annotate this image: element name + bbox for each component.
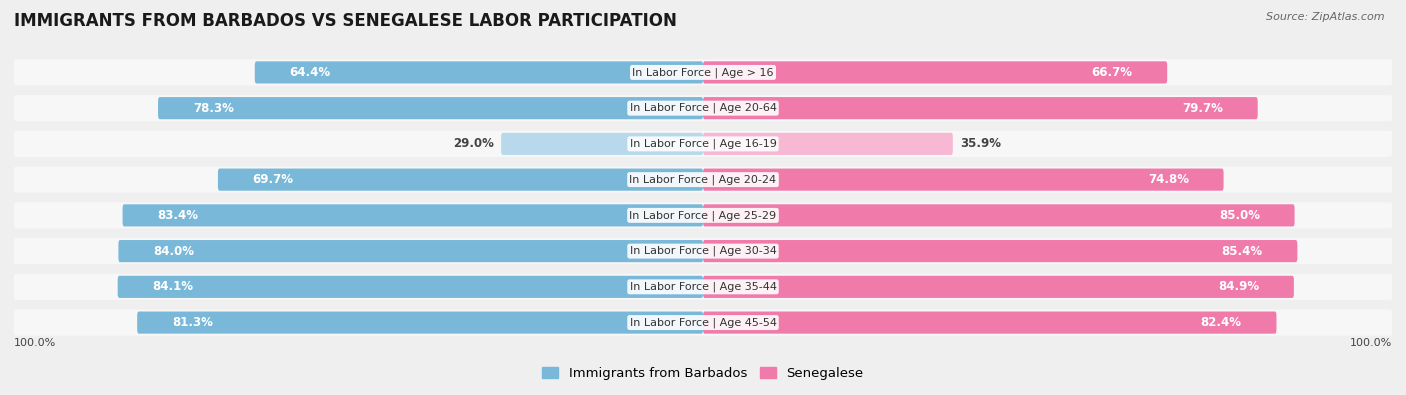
Text: In Labor Force | Age 35-44: In Labor Force | Age 35-44 bbox=[630, 282, 776, 292]
FancyBboxPatch shape bbox=[254, 61, 703, 83]
Text: 84.1%: 84.1% bbox=[152, 280, 194, 293]
Legend: Immigrants from Barbados, Senegalese: Immigrants from Barbados, Senegalese bbox=[543, 367, 863, 380]
Text: In Labor Force | Age 30-34: In Labor Force | Age 30-34 bbox=[630, 246, 776, 256]
FancyBboxPatch shape bbox=[14, 167, 1392, 193]
FancyBboxPatch shape bbox=[703, 169, 1223, 191]
Text: In Labor Force | Age 20-64: In Labor Force | Age 20-64 bbox=[630, 103, 776, 113]
Text: 79.7%: 79.7% bbox=[1182, 102, 1223, 115]
FancyBboxPatch shape bbox=[118, 240, 703, 262]
Text: In Labor Force | Age 45-54: In Labor Force | Age 45-54 bbox=[630, 317, 776, 328]
Text: 85.4%: 85.4% bbox=[1222, 245, 1263, 258]
Text: In Labor Force | Age 20-24: In Labor Force | Age 20-24 bbox=[630, 174, 776, 185]
FancyBboxPatch shape bbox=[703, 97, 1258, 119]
Text: In Labor Force | Age 16-19: In Labor Force | Age 16-19 bbox=[630, 139, 776, 149]
Text: In Labor Force | Age > 16: In Labor Force | Age > 16 bbox=[633, 67, 773, 78]
FancyBboxPatch shape bbox=[14, 310, 1392, 336]
FancyBboxPatch shape bbox=[703, 61, 1167, 83]
Text: 84.9%: 84.9% bbox=[1218, 280, 1260, 293]
FancyBboxPatch shape bbox=[14, 238, 1392, 264]
FancyBboxPatch shape bbox=[14, 274, 1392, 300]
Text: 69.7%: 69.7% bbox=[253, 173, 294, 186]
FancyBboxPatch shape bbox=[218, 169, 703, 191]
FancyBboxPatch shape bbox=[14, 131, 1392, 157]
FancyBboxPatch shape bbox=[138, 312, 703, 334]
Text: 35.9%: 35.9% bbox=[960, 137, 1001, 150]
Text: 85.0%: 85.0% bbox=[1219, 209, 1260, 222]
FancyBboxPatch shape bbox=[157, 97, 703, 119]
FancyBboxPatch shape bbox=[14, 59, 1392, 85]
Text: Source: ZipAtlas.com: Source: ZipAtlas.com bbox=[1267, 12, 1385, 22]
FancyBboxPatch shape bbox=[122, 204, 703, 226]
Text: 66.7%: 66.7% bbox=[1091, 66, 1132, 79]
Text: 84.0%: 84.0% bbox=[153, 245, 194, 258]
Text: In Labor Force | Age 25-29: In Labor Force | Age 25-29 bbox=[630, 210, 776, 221]
FancyBboxPatch shape bbox=[501, 133, 703, 155]
Text: IMMIGRANTS FROM BARBADOS VS SENEGALESE LABOR PARTICIPATION: IMMIGRANTS FROM BARBADOS VS SENEGALESE L… bbox=[14, 12, 676, 30]
FancyBboxPatch shape bbox=[703, 204, 1295, 226]
Text: 82.4%: 82.4% bbox=[1201, 316, 1241, 329]
FancyBboxPatch shape bbox=[703, 312, 1277, 334]
Text: 100.0%: 100.0% bbox=[14, 338, 56, 348]
FancyBboxPatch shape bbox=[703, 276, 1294, 298]
Text: 64.4%: 64.4% bbox=[290, 66, 330, 79]
Text: 100.0%: 100.0% bbox=[1350, 338, 1392, 348]
Text: 29.0%: 29.0% bbox=[453, 137, 495, 150]
Text: 74.8%: 74.8% bbox=[1147, 173, 1189, 186]
Text: 83.4%: 83.4% bbox=[157, 209, 198, 222]
FancyBboxPatch shape bbox=[118, 276, 703, 298]
FancyBboxPatch shape bbox=[703, 240, 1298, 262]
FancyBboxPatch shape bbox=[14, 95, 1392, 121]
Text: 81.3%: 81.3% bbox=[172, 316, 212, 329]
Text: 78.3%: 78.3% bbox=[193, 102, 233, 115]
FancyBboxPatch shape bbox=[14, 202, 1392, 228]
FancyBboxPatch shape bbox=[703, 133, 953, 155]
